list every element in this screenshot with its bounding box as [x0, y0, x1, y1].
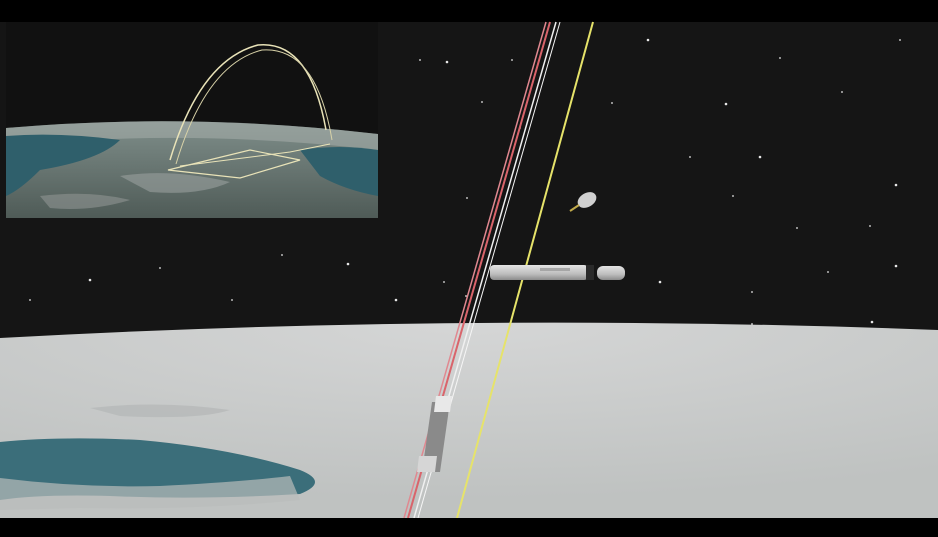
- inset-clouds: [120, 173, 230, 193]
- star: [724, 102, 728, 106]
- star: [869, 225, 871, 227]
- star: [443, 281, 445, 283]
- star: [466, 197, 468, 199]
- star: [511, 59, 513, 61]
- rocket-stage-nose: [597, 266, 625, 280]
- inset-trajectory-arc-2: [175, 49, 333, 165]
- star: [231, 299, 233, 301]
- inset-haze: [6, 121, 378, 150]
- star: [899, 39, 901, 41]
- star: [841, 91, 843, 93]
- star: [394, 298, 398, 302]
- planet-cloud-shading: [90, 404, 230, 418]
- rocket-stage-ring: [586, 265, 594, 280]
- star: [689, 156, 691, 158]
- descending-stage-band-2: [417, 456, 437, 472]
- star: [658, 280, 662, 284]
- star: [611, 102, 613, 104]
- rocket-stage-detail: [540, 268, 570, 271]
- rocket-stage-body: [490, 265, 588, 280]
- planet-coastline: [0, 476, 300, 510]
- star: [29, 299, 31, 301]
- star: [419, 59, 421, 61]
- star: [159, 267, 161, 269]
- top-letterbox: [0, 0, 938, 22]
- rocket-stage: [490, 265, 625, 280]
- star: [894, 264, 898, 268]
- descending-stage-band: [434, 396, 452, 412]
- descending-stage-segment: [422, 402, 450, 472]
- star: [346, 262, 350, 266]
- satellite-debris: [569, 192, 597, 212]
- star: [281, 254, 283, 256]
- star: [870, 320, 874, 324]
- inset-clouds-2: [40, 193, 130, 209]
- inset-ground-track: [167, 149, 301, 179]
- star: [481, 101, 483, 103]
- star: [894, 183, 898, 187]
- inset-ground-track-2: [179, 143, 331, 167]
- star: [732, 195, 734, 197]
- star: [796, 227, 798, 229]
- inset-view: [6, 22, 378, 218]
- inset-trajectory-arc: [169, 44, 327, 161]
- star: [465, 295, 467, 297]
- star: [646, 38, 650, 42]
- star: [445, 60, 449, 64]
- inset-ocean: [6, 134, 120, 196]
- inset-ocean-2: [300, 147, 378, 196]
- bottom-letterbox: [0, 518, 938, 533]
- star: [751, 291, 753, 293]
- star: [758, 155, 762, 159]
- star: [88, 278, 92, 282]
- star: [827, 271, 829, 273]
- star: [779, 57, 781, 59]
- star: [751, 323, 753, 325]
